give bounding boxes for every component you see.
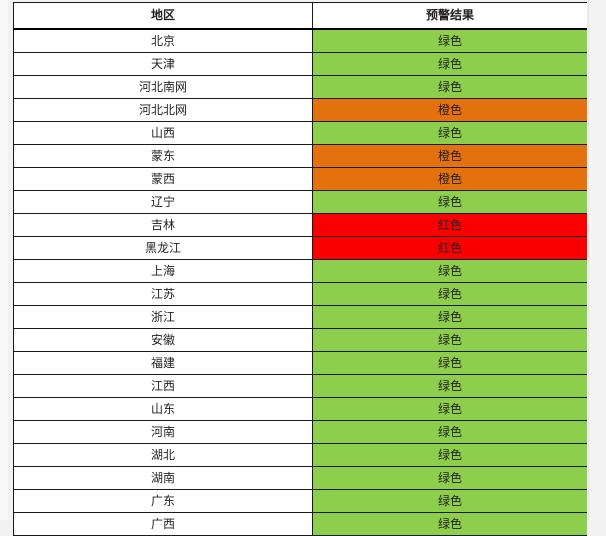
table-row: 天津 绿色 [13, 52, 587, 76]
region-name-cell: 广东 [13, 489, 313, 513]
region-name-cell: 湖北 [13, 443, 313, 467]
region-name-cell: 河北南网 [13, 75, 313, 99]
region-name-cell: 河南 [13, 420, 313, 444]
region-name-cell: 安徽 [13, 328, 313, 352]
warning-status-cell: 绿色 [312, 489, 587, 513]
warning-status-cell: 红色 [312, 236, 587, 260]
table-body: 北京 绿色 天津 绿色 河北南网 绿色 河北北网 橙色 山西 绿色 蒙东 橙色 蒙西 橙色 辽宁 绿色 吉林 红色… [13, 28, 587, 536]
column-header-result: 预警结果 [312, 2, 587, 30]
table-row: 浙江 绿色 [13, 305, 587, 329]
warning-status-cell: 绿色 [312, 28, 587, 53]
warning-status-cell: 绿色 [312, 351, 587, 375]
table-row: 蒙西 橙色 [13, 167, 587, 191]
warning-status-cell: 绿色 [312, 443, 587, 467]
warning-status-cell: 绿色 [312, 466, 587, 490]
region-name-cell: 江苏 [13, 282, 313, 306]
page-right-gutter [588, 0, 606, 520]
table-row: 黑龙江 红色 [13, 236, 587, 260]
region-name-cell: 湖南 [13, 466, 313, 490]
region-name-cell: 北京 [13, 28, 313, 53]
warning-status-cell: 绿色 [312, 397, 587, 421]
warning-status-cell: 绿色 [312, 420, 587, 444]
table-row: 湖南 绿色 [13, 466, 587, 490]
table-row: 北京 绿色 [13, 28, 587, 53]
warning-status-cell: 橙色 [312, 167, 587, 191]
region-name-cell: 天津 [13, 52, 313, 76]
table-header: 地区 预警结果 [13, 2, 587, 30]
warning-status-cell: 绿色 [312, 305, 587, 329]
table-row: 辽宁 绿色 [13, 190, 587, 214]
region-name-cell: 辽宁 [13, 190, 313, 214]
warning-status-cell: 绿色 [312, 259, 587, 283]
table-row: 山东 绿色 [13, 397, 587, 421]
table-header-row: 地区 预警结果 [13, 2, 587, 30]
table-row: 蒙东 橙色 [13, 144, 587, 168]
warning-status-cell: 绿色 [312, 374, 587, 398]
table-row: 吉林 红色 [13, 213, 587, 237]
warning-status-cell: 绿色 [312, 52, 587, 76]
table-row: 广西 绿色 [13, 512, 587, 536]
warning-status-cell: 绿色 [312, 121, 587, 145]
region-name-cell: 山西 [13, 121, 313, 145]
region-warning-table: 地区 预警结果 北京 绿色 天津 绿色 河北南网 绿色 河北北网 橙色 山西 绿色 蒙东 橙色 蒙西 橙色… [13, 2, 587, 536]
region-name-cell: 山东 [13, 397, 313, 421]
region-name-cell: 黑龙江 [13, 236, 313, 260]
table-row: 广东 绿色 [13, 489, 587, 513]
table-row: 河南 绿色 [13, 420, 587, 444]
table-row: 河北南网 绿色 [13, 75, 587, 99]
warning-status-cell: 绿色 [312, 282, 587, 306]
warning-status-cell: 绿色 [312, 328, 587, 352]
region-name-cell: 吉林 [13, 213, 313, 237]
region-name-cell: 福建 [13, 351, 313, 375]
region-name-cell: 浙江 [13, 305, 313, 329]
table-row: 安徽 绿色 [13, 328, 587, 352]
warning-status-cell: 绿色 [312, 512, 587, 536]
table-row: 江苏 绿色 [13, 282, 587, 306]
region-name-cell: 蒙东 [13, 144, 313, 168]
warning-table-container: 地区 预警结果 北京 绿色 天津 绿色 河北南网 绿色 河北北网 橙色 山西 绿色 蒙东 橙色 蒙西 橙色… [13, 2, 587, 536]
table-row: 江西 绿色 [13, 374, 587, 398]
region-name-cell: 江西 [13, 374, 313, 398]
warning-status-cell: 绿色 [312, 75, 587, 99]
table-row: 上海 绿色 [13, 259, 587, 283]
warning-status-cell: 绿色 [312, 190, 587, 214]
warning-status-cell: 橙色 [312, 98, 587, 122]
region-name-cell: 河北北网 [13, 98, 313, 122]
table-row: 山西 绿色 [13, 121, 587, 145]
table-row: 福建 绿色 [13, 351, 587, 375]
column-header-region: 地区 [13, 2, 313, 30]
region-name-cell: 上海 [13, 259, 313, 283]
warning-status-cell: 橙色 [312, 144, 587, 168]
table-row: 湖北 绿色 [13, 443, 587, 467]
region-name-cell: 广西 [13, 512, 313, 536]
warning-status-cell: 红色 [312, 213, 587, 237]
region-name-cell: 蒙西 [13, 167, 313, 191]
table-row: 河北北网 橙色 [13, 98, 587, 122]
